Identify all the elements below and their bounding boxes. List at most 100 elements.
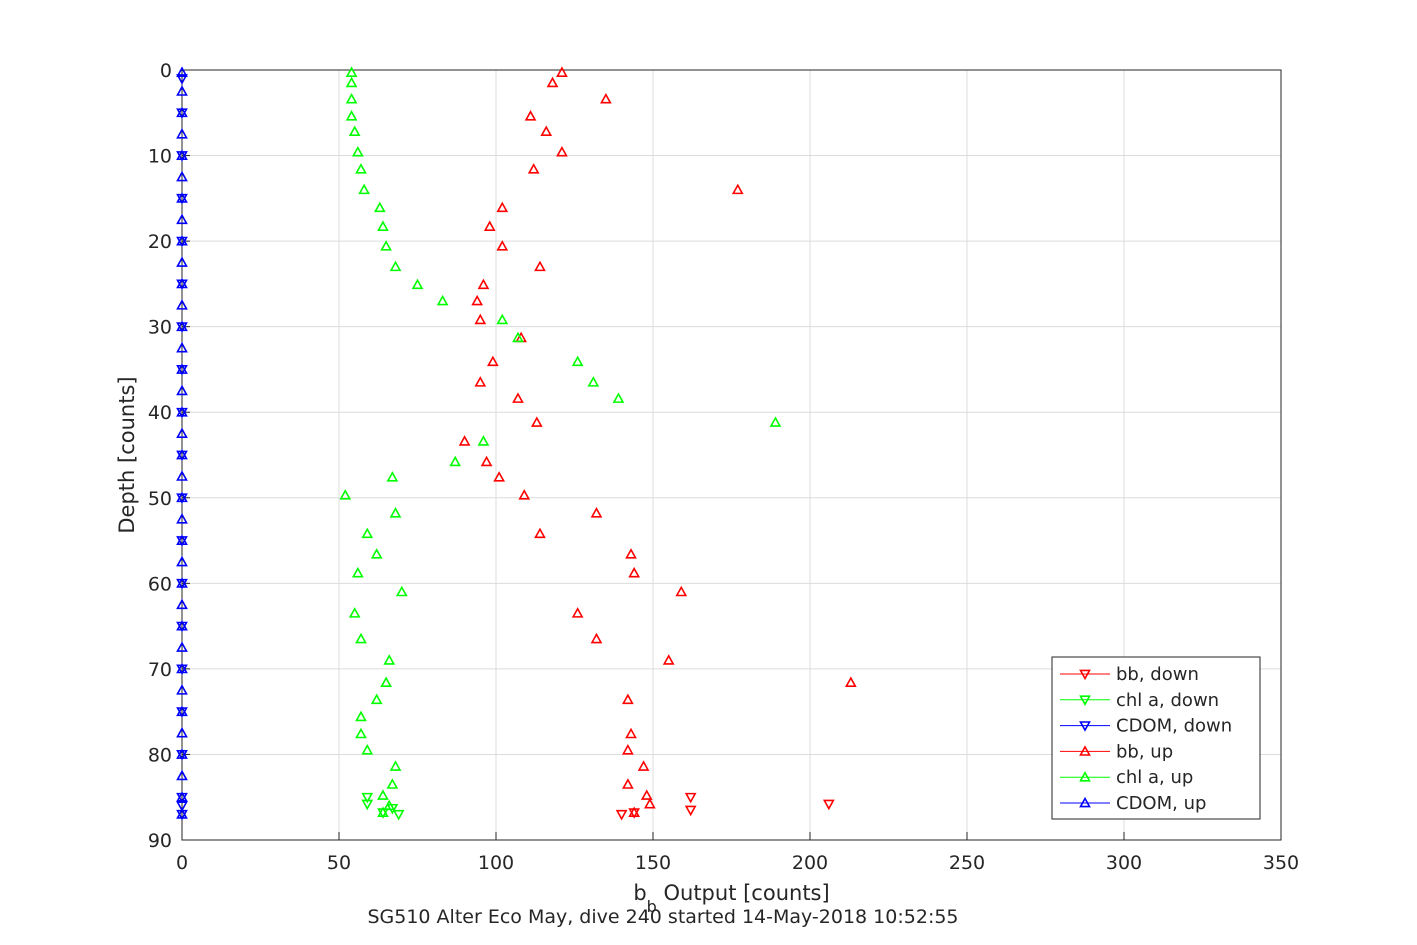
data-point [380,676,392,687]
data-point [339,489,352,500]
plot-frame [181,69,1282,841]
y-tick-label: 60 [148,573,172,595]
data-point [176,577,188,588]
data-point [176,149,188,160]
data-point [361,527,374,539]
legend-item: bb, down [1060,664,1199,685]
data-point [176,705,188,717]
legend-label: chl a, down [1116,690,1219,711]
legend-marker [1079,721,1091,732]
x-tick-label: 200 [792,852,828,874]
data-point [176,534,188,545]
data-point [493,471,505,482]
data-point [176,726,188,738]
x-tick-label: 350 [1263,852,1299,874]
data-point [176,277,188,289]
data-point [546,76,559,88]
x-tick-label: 50 [327,852,351,874]
data-point [512,331,524,343]
data-point [534,527,546,539]
legend-label: bb, up [1116,741,1173,762]
data-marks [176,66,857,821]
x-tick-label: 0 [176,852,188,874]
data-point [176,513,188,524]
legend-marker [1079,669,1091,681]
data-point [176,299,188,310]
data-point [644,797,656,809]
x-axis-label-rest: Output [counts] [657,881,830,905]
data-point [474,313,487,325]
data-point [176,808,188,819]
data-point [684,792,697,804]
data-point [662,654,675,665]
data-point [540,125,553,136]
legend-item: CDOM, down [1060,716,1232,737]
data-point [176,619,188,631]
data-point [496,240,509,251]
data-point [675,585,688,597]
data-point [571,607,584,618]
data-point [822,799,835,811]
data-point [176,213,188,225]
data-point [355,163,367,174]
data-point [377,806,389,818]
data-point [684,805,697,817]
legend-marker [1079,796,1091,808]
data-point [176,598,188,610]
data-point [370,693,383,705]
data-point [622,693,634,705]
data-point [351,145,364,157]
data-point [361,744,374,755]
legend-label: CDOM, up [1116,793,1206,814]
data-point [176,341,188,353]
legend: bb, down chl a, down CDOM, down bb, up chl a… [1051,656,1261,820]
data-point [176,662,188,674]
legend-item: CDOM, up [1060,793,1206,814]
data-point [389,260,402,272]
data-point [590,507,603,518]
series-bb-up [458,66,857,818]
data-point [176,769,188,781]
data-point [477,278,490,290]
data-point [386,778,399,789]
data-point [386,471,399,482]
data-point [377,220,389,231]
data-point [587,376,600,387]
legend-marker [1079,771,1091,782]
data-point [625,548,637,559]
data-point [458,435,471,446]
y-tick-label: 90 [148,830,172,852]
x-tick-label: 300 [1106,852,1142,874]
x-tick-label: 100 [478,852,514,874]
data-point [571,355,584,367]
data-point [383,799,396,811]
data-point [487,355,499,367]
x-tick-label: 150 [635,852,671,874]
data-point [640,789,653,800]
legend-item: bb, up [1060,741,1173,762]
data-point [351,566,364,578]
data-point [176,320,188,332]
data-point [395,585,408,597]
data-point [348,607,361,618]
data-point [844,676,857,687]
data-point [534,260,546,272]
data-point [176,448,188,460]
data-point [176,66,188,77]
x-axis-label-subscript: b [647,897,657,916]
series-chl-a-up [339,66,782,818]
data-point [380,240,392,251]
legend-box [1051,656,1261,820]
data-point [355,727,367,739]
y-tick-label: 40 [148,402,172,424]
data-point [176,74,188,85]
data-point [176,406,188,417]
legend-marker [1079,745,1091,756]
legend-item: chl a, down [1060,690,1219,711]
data-point [176,748,188,759]
data-point [345,76,358,88]
data-point [176,106,188,118]
y-tick-label: 10 [148,146,172,168]
series-cdom-up [176,66,188,819]
data-point [345,66,358,77]
